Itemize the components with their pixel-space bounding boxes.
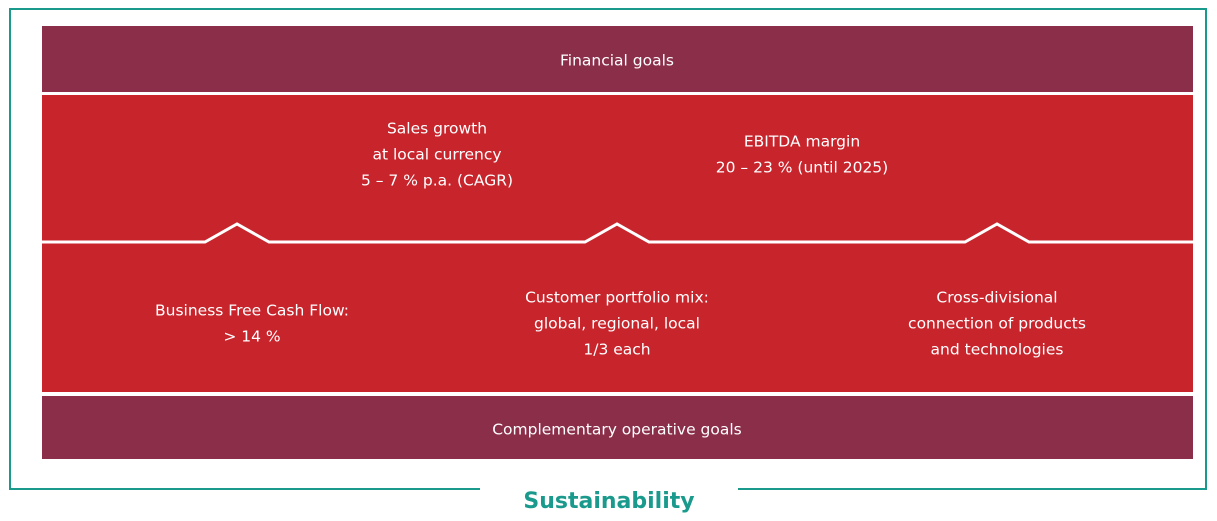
- goals-area: [42, 95, 1193, 392]
- goal-text: Sales growth: [387, 120, 487, 138]
- goal-text: connection of products: [908, 315, 1086, 333]
- goal-text: Business Free Cash Flow:: [155, 302, 349, 320]
- goal-text: 5 – 7 % p.a. (CAGR): [361, 172, 513, 190]
- top-bar-label: Financial goals: [560, 52, 674, 70]
- goal-text: > 14 %: [223, 328, 280, 346]
- top-bar: [42, 26, 1193, 92]
- goal-text: 1/3 each: [583, 341, 650, 359]
- goal-text: at local currency: [372, 146, 501, 164]
- goal-text: EBITDA margin: [744, 133, 860, 151]
- frame-border: [9, 8, 1207, 490]
- goal-text: and technologies: [931, 341, 1064, 359]
- goal-text: global, regional, local: [534, 315, 700, 333]
- bottom-bar-label: Complementary operative goals: [492, 421, 742, 439]
- divider-line: [42, 222, 1193, 244]
- goal-text: Customer portfolio mix:: [525, 289, 709, 307]
- goal-text: 20 – 23 % (until 2025): [716, 159, 888, 177]
- goal-text: Cross-divisional: [936, 289, 1057, 307]
- bottom-bar: [42, 396, 1193, 459]
- frame-label: Sustainability: [523, 489, 694, 514]
